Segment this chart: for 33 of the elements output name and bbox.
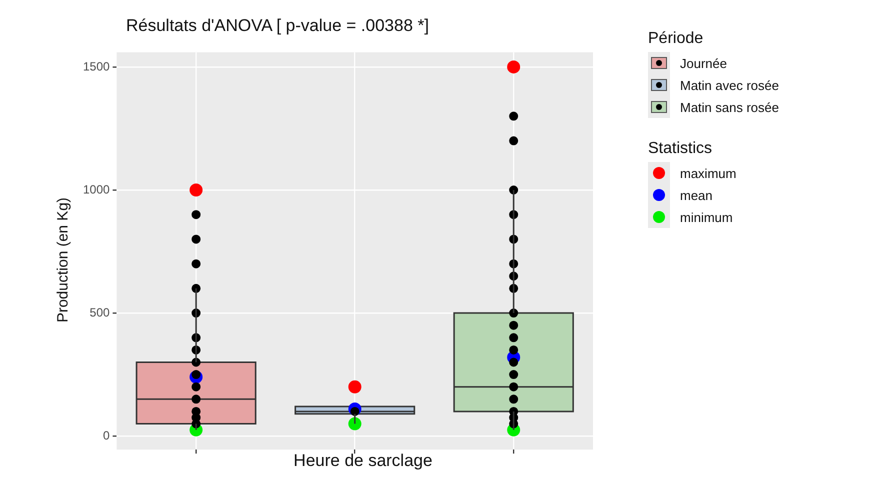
point (509, 333, 518, 342)
point (507, 60, 520, 74)
point (509, 345, 518, 354)
legend-label: mean (680, 188, 713, 202)
x-axis-title: Heure de sarclage (294, 451, 432, 471)
y-axis-title: Production (en Kg) (54, 197, 72, 323)
point (348, 417, 362, 430)
point (509, 112, 518, 121)
y-tick-label: 1000 (82, 182, 110, 196)
point (509, 370, 518, 380)
legend-label: minimum (680, 210, 733, 224)
legend-label: Journée (680, 56, 727, 70)
legend-label: Matin avec rosée (680, 78, 779, 92)
text: Statistics (648, 140, 714, 158)
point (509, 394, 518, 404)
point (509, 136, 518, 146)
chart-title: Résultats d'ANOVA [ p-value = .00388 *] (126, 16, 429, 36)
y-tick-label: 0 (103, 428, 110, 442)
point (192, 382, 201, 392)
point (190, 184, 203, 196)
point (192, 394, 201, 404)
legend-label: Matin sans rosée (680, 100, 779, 114)
point (192, 234, 201, 244)
legend-label: maximum (680, 166, 736, 180)
y-tick-label: 1500 (82, 59, 110, 74)
point (192, 259, 201, 268)
point (192, 210, 201, 220)
point (509, 358, 518, 367)
y-tick-label: 500 (90, 305, 110, 320)
point (509, 320, 518, 330)
point (348, 380, 362, 394)
point (509, 382, 518, 392)
legend-title: Période (648, 30, 704, 48)
